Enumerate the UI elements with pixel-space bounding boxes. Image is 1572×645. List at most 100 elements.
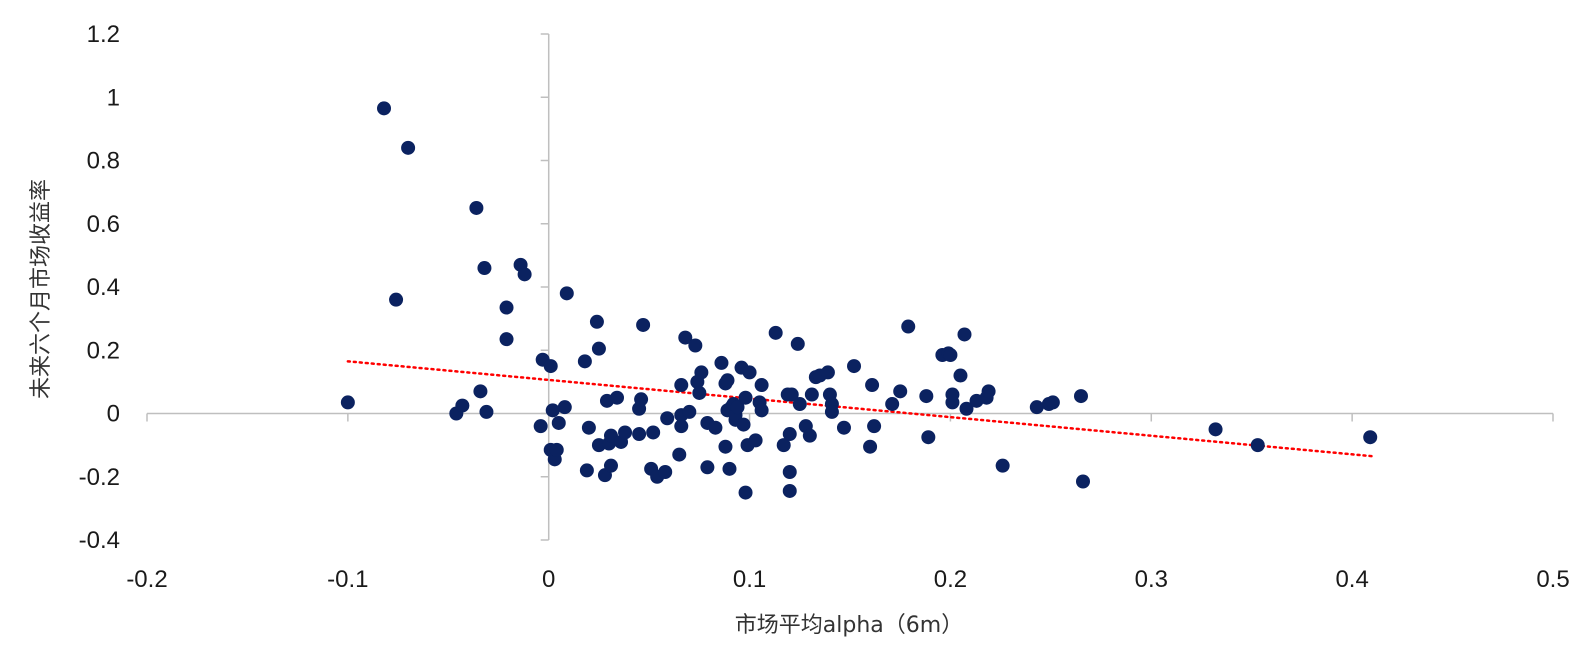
data-point	[714, 355, 729, 370]
data-point	[824, 404, 839, 419]
data-point	[401, 140, 416, 155]
data-point	[867, 419, 882, 434]
data-point	[694, 365, 709, 380]
data-point	[730, 400, 745, 415]
data-point	[782, 465, 797, 480]
data-point	[893, 384, 908, 399]
data-point	[674, 419, 689, 434]
data-point	[995, 458, 1010, 473]
x-tick-label: 0.5	[1536, 566, 1569, 593]
data-point	[1208, 422, 1223, 437]
x-tick-label: 0	[542, 566, 555, 593]
data-point	[953, 368, 968, 383]
data-point	[517, 267, 532, 282]
data-point	[1250, 438, 1265, 453]
data-point	[754, 403, 769, 418]
x-axis-title: 市场平均alpha（6m）	[735, 613, 963, 638]
data-point	[477, 261, 492, 276]
x-tick-label: 0.1	[733, 566, 766, 593]
data-point	[549, 442, 564, 457]
data-point	[660, 411, 675, 426]
data-point	[738, 390, 753, 405]
data-point	[634, 392, 649, 407]
data-point	[738, 485, 753, 500]
data-point	[340, 395, 355, 410]
data-point	[901, 319, 916, 334]
data-point	[688, 338, 703, 353]
tick-labels: -0.2 -0.1 0 0.1 0.2 0.3 0.4 0.5 1.2 1 0.8 0.6 0.4 0.2…	[79, 21, 1570, 593]
data-point	[865, 378, 880, 393]
data-point	[722, 461, 737, 476]
trendline	[346, 360, 1374, 458]
data-point	[836, 420, 851, 435]
data-point	[672, 447, 687, 462]
x-tick-label: 0.3	[1135, 566, 1168, 593]
data-point	[981, 384, 996, 399]
data-point	[603, 428, 618, 443]
y-tick-label: -0.2	[79, 464, 120, 491]
data-point	[678, 330, 693, 345]
data-point	[885, 397, 900, 412]
data-point	[748, 433, 763, 448]
data-point	[581, 420, 596, 435]
data-point	[1075, 474, 1090, 489]
data-point	[591, 341, 606, 356]
data-point	[820, 365, 835, 380]
data-point	[455, 398, 470, 413]
data-point	[776, 438, 791, 453]
data-point	[646, 425, 661, 440]
y-tick-label: 0.6	[87, 211, 120, 238]
data-point	[543, 359, 558, 374]
data-point	[754, 378, 769, 393]
y-tick-label: 0.2	[87, 337, 120, 364]
data-point	[957, 327, 972, 342]
data-point	[1363, 430, 1378, 445]
data-point	[692, 385, 707, 400]
data-point	[499, 332, 514, 347]
data-point	[674, 378, 689, 393]
x-tick-label: 0.2	[934, 566, 967, 593]
data-point	[736, 417, 751, 432]
y-tick-label: 0.4	[87, 274, 120, 301]
data-point	[1073, 389, 1088, 404]
data-point	[943, 347, 958, 362]
data-point	[921, 430, 936, 445]
data-point	[557, 400, 572, 415]
data-point	[742, 365, 757, 380]
data-point	[782, 483, 797, 498]
data-point	[790, 336, 805, 351]
y-tick-label: 1	[107, 84, 120, 111]
data-point	[804, 387, 819, 402]
data-point	[945, 387, 960, 402]
data-point	[782, 427, 797, 442]
data-point	[919, 389, 934, 404]
trendline-layer	[346, 360, 1374, 458]
data-point	[718, 439, 733, 454]
data-point	[469, 200, 484, 215]
y-axis-title: 未来六个月市场收益率	[29, 179, 54, 399]
data-point	[610, 390, 625, 405]
data-point	[700, 460, 715, 475]
x-tick-label: 0.4	[1335, 566, 1368, 593]
data-point	[863, 439, 878, 454]
data-point	[533, 419, 548, 434]
data-point	[1029, 400, 1044, 415]
data-point	[479, 404, 494, 419]
data-point	[473, 384, 488, 399]
data-point	[632, 427, 647, 442]
data-point	[618, 425, 633, 440]
data-point	[389, 292, 404, 307]
data-point	[847, 359, 862, 374]
data-point	[768, 325, 783, 340]
y-tick-label: -0.4	[79, 527, 120, 554]
data-point	[959, 401, 974, 416]
axes	[146, 33, 1554, 541]
data-point	[1045, 395, 1060, 410]
y-tick-label: 0.8	[87, 148, 120, 175]
data-point	[802, 428, 817, 443]
data-points	[340, 101, 1378, 500]
data-point	[636, 317, 651, 332]
data-point	[603, 458, 618, 473]
data-point	[708, 420, 723, 435]
